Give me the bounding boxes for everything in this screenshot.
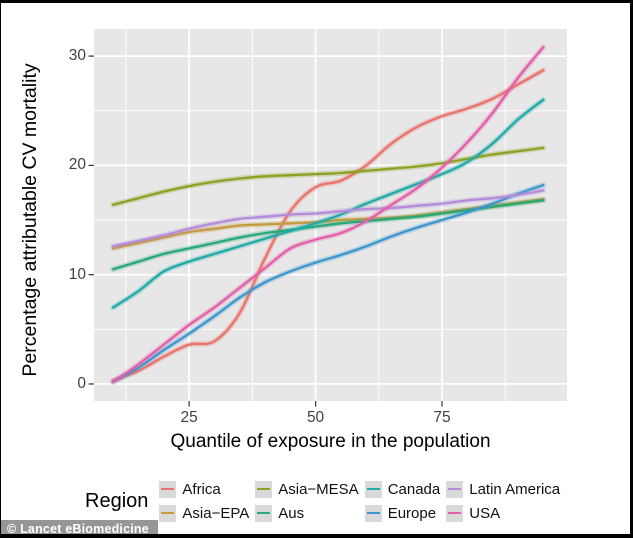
y-tick-label-0: 0 [77,374,86,392]
legend-item-asia-epa: Asia−EPA [159,504,250,522]
legend-item-aus: Aus [255,504,358,522]
legend-item-usa: USA [446,504,560,522]
legend-key-icon [364,504,382,522]
legend-label: Africa [182,480,221,498]
plot-canvas [88,29,567,407]
x-axis-title: Quantile of exposure in the population [170,431,491,452]
x-tick-label-75: 75 [433,409,451,426]
legend-key-icon [446,480,464,498]
legend-item-europe: Europe [364,504,441,522]
y-axis-title: Percentage attributable CV mortality [19,63,41,377]
series-line-Canada [112,98,545,309]
legend-key-icon [446,504,464,522]
watermark-copyright: © Lancet eBiomedicine [1,520,158,534]
y-tick-label-20: 20 [68,156,86,174]
legend: Region Africa Asia−EPA Asia−MESA Aus [85,479,560,523]
legend-key-icon [159,504,177,522]
legend-label: Europe [387,504,437,522]
series-line-USA [112,46,545,383]
legend-label: Canada [387,480,441,498]
legend-key-icon [159,480,177,498]
series-line-Asia−MESA [112,146,545,206]
legend-item-latin-america: Latin America [446,480,561,498]
legend-key-icon [255,504,273,522]
legend-item-asia-mesa: Asia−MESA [255,480,359,498]
panel-background [94,29,567,401]
legend-label: Aus [278,504,305,522]
series-line-Aus [112,199,545,271]
y-tick-label-10: 10 [68,265,86,283]
legend-label: USA [469,504,501,522]
legend-grid: Africa Asia−EPA Asia−MESA Aus Canada [159,479,560,523]
x-tick-label-25: 25 [180,409,198,426]
legend-key-icon [255,480,273,498]
series-line-Latin America [112,189,545,248]
legend-title: Region [85,489,149,512]
legend-item-africa: Africa [159,480,249,498]
legend-item-canada: Canada [364,480,441,498]
x-tick-label-50: 50 [306,409,325,426]
legend-label: Asia−MESA [278,480,359,498]
legend-label: Asia−EPA [182,504,250,522]
legend-key-icon [364,480,382,498]
series-line-Africa [112,69,545,382]
series-line-Europe [112,183,545,383]
line-chart-figure: 0 10 20 30 25 50 75 Percentage attributable CV… [1,3,630,534]
legend-label: Latin America [469,480,561,498]
y-tick-label-30: 30 [68,47,86,65]
